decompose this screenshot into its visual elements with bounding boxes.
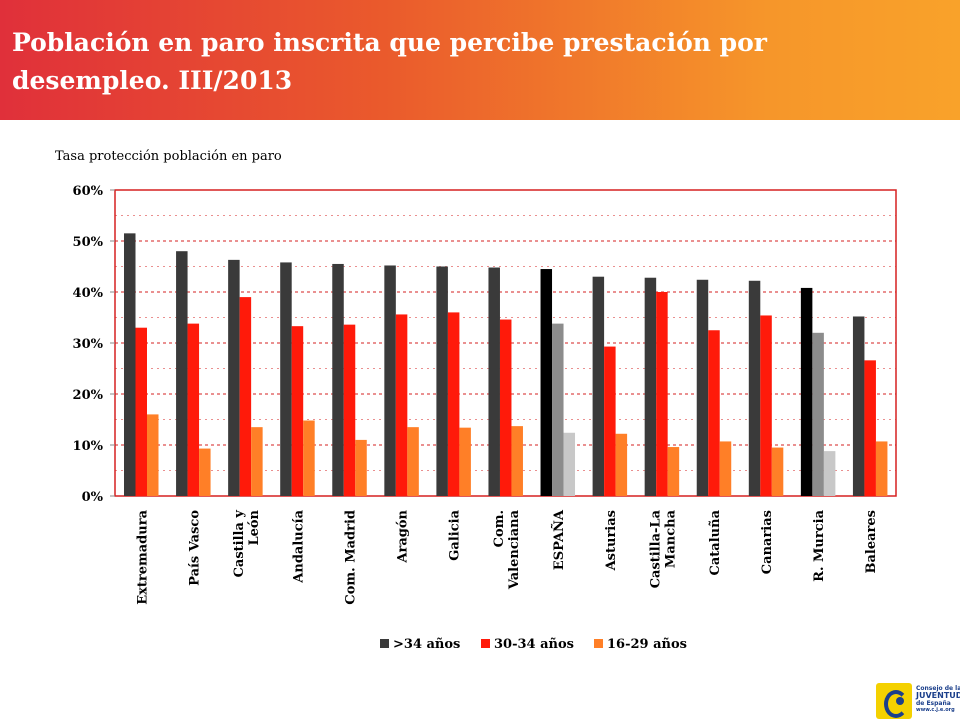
- legend-swatch: [380, 639, 389, 648]
- x-tick-label: Andalucía: [291, 509, 306, 583]
- bar: [176, 251, 188, 496]
- bar: [187, 323, 200, 496]
- bar: [644, 277, 657, 496]
- legend: >34 años 30-34 años 16-29 años: [380, 637, 687, 652]
- y-tick-label: 40%: [73, 286, 104, 301]
- bar: [592, 276, 605, 496]
- x-tick-label: ESPAÑA: [551, 509, 567, 570]
- bar: [199, 448, 211, 496]
- bar: [656, 292, 668, 496]
- title-banner: Población en paro inscrita que percibe p…: [0, 0, 960, 120]
- bar: [696, 279, 709, 496]
- bar: [604, 346, 616, 496]
- bar: [459, 427, 471, 496]
- x-tick-label: Baleares: [864, 510, 879, 573]
- bar: [384, 265, 396, 496]
- bars: [124, 233, 888, 496]
- y-tick-label: 60%: [73, 184, 104, 199]
- x-tick-label: Galicia: [448, 509, 463, 560]
- bar-chart: Tasa protección población en paro 0% 10% 2…: [55, 149, 897, 652]
- bar: [303, 420, 315, 496]
- bar: [343, 324, 356, 496]
- x-tick-label: Castilla yLeón: [232, 509, 262, 577]
- bar: [355, 439, 367, 496]
- bar: [239, 297, 252, 496]
- bar: [280, 262, 292, 496]
- y-tick-label: 20%: [73, 388, 104, 403]
- bar: [563, 432, 576, 496]
- bar: [228, 259, 240, 496]
- bar: [800, 287, 813, 496]
- x-tick-label: Com.Valenciana: [492, 509, 522, 590]
- bar: [447, 312, 460, 496]
- bar: [332, 263, 344, 496]
- bar: [667, 447, 680, 496]
- bar: [291, 326, 304, 496]
- x-tick-label: Com. Madrid: [344, 510, 359, 605]
- x-tick-label: Castilla-LaMancha: [648, 509, 678, 588]
- bar: [251, 427, 263, 496]
- bar: [719, 441, 732, 496]
- bar: [436, 266, 448, 496]
- page-title: Población en paro inscrita que percibe p…: [12, 28, 767, 95]
- bar: [552, 323, 564, 496]
- x-tick-label: Cataluña: [708, 509, 723, 575]
- y-tick-label: 30%: [73, 337, 104, 352]
- legend-swatch: [594, 639, 603, 648]
- bar: [748, 280, 761, 496]
- x-tick-label: Canarias: [760, 510, 775, 574]
- legend-label: 16-29 años: [607, 637, 687, 652]
- x-tick-label: R. Murcia: [812, 509, 827, 581]
- bar: [147, 414, 159, 496]
- bar: [771, 447, 784, 496]
- logo-text: Consejo de la JUVENTUD de España www.c.j…: [916, 685, 960, 713]
- y-axis: 0% 10% 20% 30% 40% 50% 60%: [73, 184, 115, 505]
- bar: [823, 451, 836, 496]
- bar: [124, 233, 136, 496]
- legend-label: >34 años: [393, 637, 460, 652]
- logo: Consejo de la JUVENTUD de España www.c.j…: [876, 683, 960, 720]
- chart-title: Tasa protección población en paro: [55, 149, 282, 164]
- y-tick-label: 50%: [73, 235, 104, 250]
- bar: [615, 433, 628, 496]
- bar: [511, 426, 523, 496]
- x-tick-label: Aragón: [396, 509, 411, 563]
- y-tick-label: 0%: [82, 490, 104, 505]
- logo-mark-icon: [876, 683, 912, 719]
- bar: [135, 327, 147, 496]
- bar: [760, 315, 772, 496]
- x-axis-labels: Extremadura País Vasco Castilla yLeón Andal…: [135, 509, 879, 605]
- bar: [407, 427, 419, 496]
- bar: [852, 316, 865, 496]
- bar: [875, 441, 888, 496]
- legend-swatch: [481, 639, 490, 648]
- bar: [864, 360, 876, 496]
- bar: [708, 330, 720, 496]
- x-tick-label: Extremadura: [135, 509, 150, 604]
- bar: [540, 269, 553, 496]
- legend-label: 30-34 años: [494, 637, 574, 652]
- x-tick-label: País Vasco: [187, 510, 202, 586]
- bar: [395, 314, 408, 496]
- y-tick-label: 10%: [73, 439, 104, 454]
- bar: [488, 267, 500, 496]
- x-tick-label: Asturias: [604, 510, 619, 571]
- bar: [812, 332, 824, 496]
- bar: [499, 319, 512, 496]
